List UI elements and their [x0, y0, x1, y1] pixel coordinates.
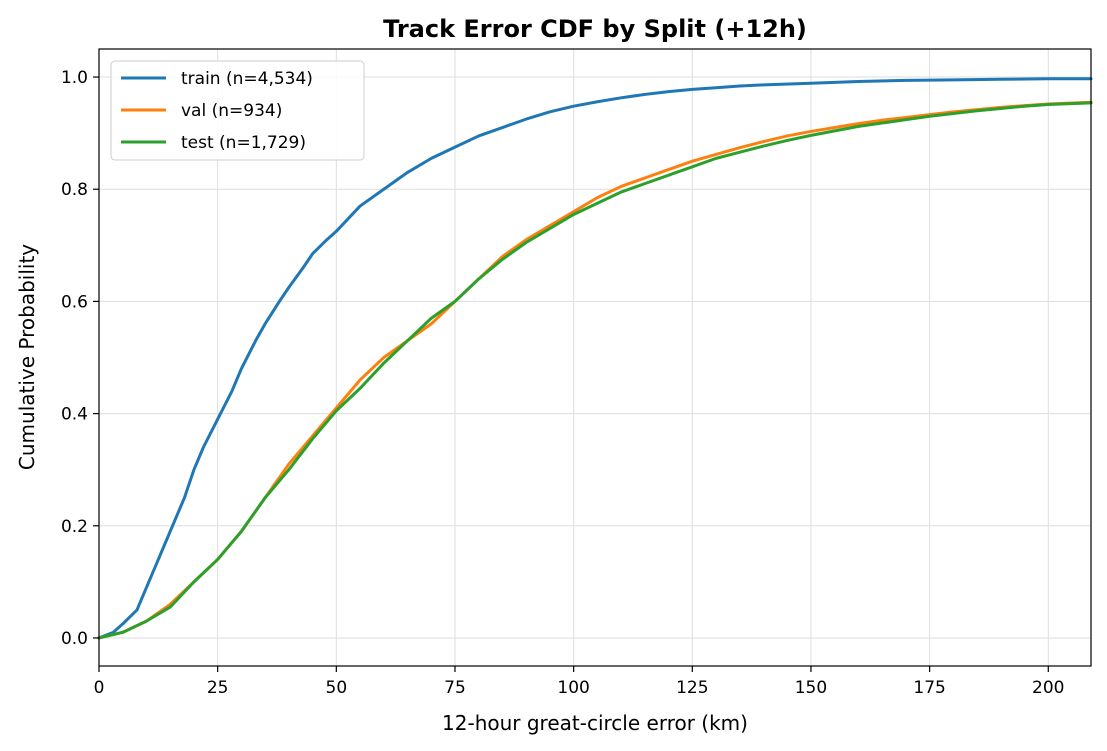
x-axis-label: 12-hour great-circle error (km)	[442, 711, 748, 735]
x-tick-label: 175	[913, 678, 945, 698]
x-tick-label: 100	[557, 678, 589, 698]
series-line-test	[97, 101, 1093, 640]
legend-label-val: val (n=934)	[181, 101, 282, 121]
legend-label-train: train (n=4,534)	[181, 69, 313, 89]
x-tick-label: 125	[676, 678, 708, 698]
y-tick-label: 0.8	[61, 180, 88, 200]
legend-label-test: test (n=1,729)	[181, 133, 306, 153]
legend: train (n=4,534) val (n=934) test (n=1,72…	[110, 60, 365, 161]
y-tick-label: 0.6	[61, 292, 88, 312]
legend-box	[110, 60, 365, 161]
y-tick-label: 0.2	[61, 517, 88, 537]
series-lines	[97, 77, 1093, 640]
series-line-train	[97, 77, 1093, 640]
y-tick-label: 1.0	[61, 68, 88, 88]
plot-frame	[98, 48, 1092, 667]
y-axis-label: Cumulative Probability	[15, 244, 39, 470]
x-tick-label: 25	[207, 678, 229, 698]
series-line-val	[97, 100, 1093, 640]
axis-ticks: 0 25 50 75 100 125 150 175 200 0.0 0.2 0.4 0.6 0.8 1.0	[61, 68, 1065, 698]
x-tick-label: 200	[1032, 678, 1064, 698]
x-tick-label: 0	[94, 678, 105, 698]
grid	[98, 49, 1091, 666]
y-tick-label: 0.0	[61, 629, 88, 649]
y-tick-label: 0.4	[61, 405, 88, 425]
x-tick-label: 150	[795, 678, 827, 698]
x-tick-label: 50	[326, 678, 348, 698]
x-tick-label: 75	[444, 678, 466, 698]
chart-title: Track Error CDF by Split (+12h)	[383, 15, 807, 43]
